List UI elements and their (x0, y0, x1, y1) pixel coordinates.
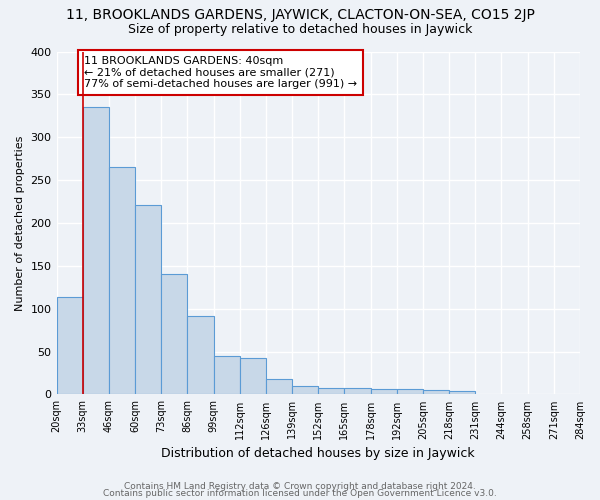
Bar (344, 388, 371, 394)
Text: Contains HM Land Registry data © Crown copyright and database right 2024.: Contains HM Land Registry data © Crown c… (124, 482, 476, 491)
Text: Contains public sector information licensed under the Open Government Licence v3: Contains public sector information licen… (103, 489, 497, 498)
Bar (83, 107, 109, 395)
Text: Size of property relative to detached houses in Jaywick: Size of property relative to detached ho… (128, 22, 472, 36)
Bar (161, 274, 187, 394)
Bar (423, 390, 449, 394)
Bar (449, 391, 475, 394)
Bar (240, 358, 266, 394)
X-axis label: Distribution of detached houses by size in Jaywick: Distribution of detached houses by size … (161, 447, 475, 460)
Bar (109, 167, 135, 394)
Bar (187, 316, 214, 394)
Bar (135, 205, 161, 394)
Text: 11, BROOKLANDS GARDENS, JAYWICK, CLACTON-ON-SEA, CO15 2JP: 11, BROOKLANDS GARDENS, JAYWICK, CLACTON… (65, 8, 535, 22)
Bar (397, 390, 423, 394)
Bar (292, 386, 318, 394)
Bar (371, 390, 397, 394)
Text: 11 BROOKLANDS GARDENS: 40sqm
← 21% of detached houses are smaller (271)
77% of s: 11 BROOKLANDS GARDENS: 40sqm ← 21% of de… (84, 56, 357, 89)
Bar (318, 388, 344, 394)
Bar (214, 356, 240, 395)
Y-axis label: Number of detached properties: Number of detached properties (15, 136, 25, 310)
Bar (266, 379, 292, 394)
Bar (56, 296, 83, 394)
